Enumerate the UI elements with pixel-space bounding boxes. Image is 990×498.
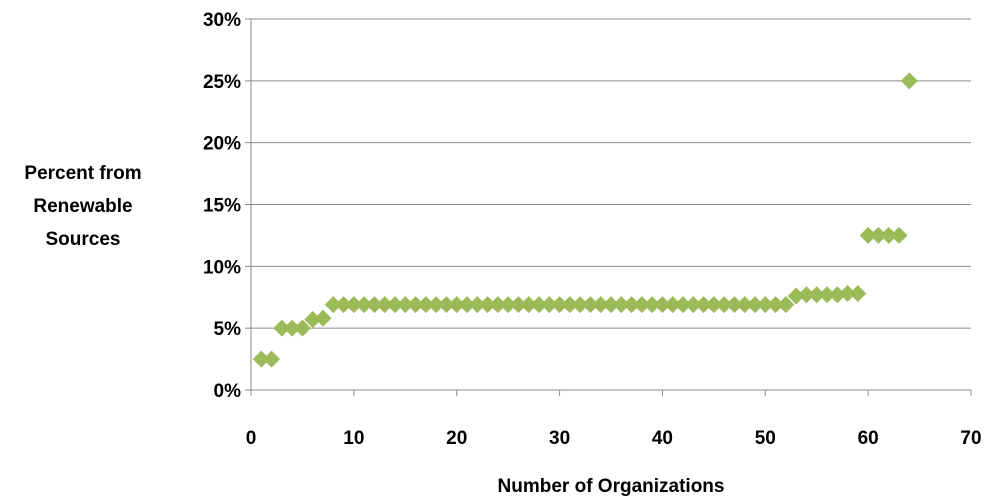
y-tick-labels: 0% 5% 10% 15% 20% 25% 30% — [203, 10, 241, 402]
data-point — [324, 296, 342, 314]
y-axis-title-line-2: Renewable — [33, 196, 132, 217]
data-point — [633, 296, 651, 314]
data-point — [705, 296, 723, 314]
data-point — [746, 296, 764, 314]
data-point — [808, 286, 826, 304]
y-tick-label: 10% — [203, 257, 241, 278]
data-point — [571, 296, 589, 314]
data-point — [335, 296, 353, 314]
data-point — [489, 296, 507, 314]
data-point — [828, 286, 846, 304]
data-point — [725, 296, 743, 314]
data-point — [653, 296, 671, 314]
data-point — [674, 296, 692, 314]
data-points — [252, 72, 918, 368]
data-point — [376, 296, 394, 314]
x-tick-label: 40 — [652, 428, 673, 449]
data-point — [283, 319, 301, 337]
data-point — [458, 296, 476, 314]
y-axis-title-line-1: Percent from — [24, 163, 141, 184]
data-point — [880, 226, 898, 244]
y-axis-title-line-3: Sources — [46, 229, 121, 250]
data-point — [581, 296, 599, 314]
data-point — [396, 296, 414, 314]
x-tick-label: 0 — [246, 428, 257, 449]
data-point — [695, 296, 713, 314]
y-tick-label: 30% — [203, 10, 241, 31]
data-point — [407, 296, 425, 314]
data-point — [818, 286, 836, 304]
data-point — [540, 296, 558, 314]
data-point — [427, 296, 445, 314]
y-tick-label: 15% — [203, 196, 241, 217]
data-point — [509, 296, 527, 314]
data-point — [684, 296, 702, 314]
data-point — [345, 296, 363, 314]
data-point — [520, 296, 538, 314]
data-point — [643, 296, 661, 314]
data-point — [561, 296, 579, 314]
data-point — [797, 286, 815, 304]
data-point — [592, 296, 610, 314]
y-tick-label: 5% — [214, 319, 242, 340]
y-tick-label: 20% — [203, 134, 241, 155]
x-axis-title: Number of Organizations — [498, 476, 725, 497]
data-point — [612, 296, 630, 314]
data-point — [530, 296, 548, 314]
data-point — [252, 350, 270, 368]
data-point — [273, 319, 291, 337]
data-point — [869, 226, 887, 244]
axes — [245, 18, 972, 396]
data-point — [365, 296, 383, 314]
data-point — [756, 296, 774, 314]
data-point — [664, 296, 682, 314]
x-tick-label: 60 — [858, 428, 879, 449]
data-point — [304, 311, 322, 329]
data-point — [736, 296, 754, 314]
data-point — [715, 296, 733, 314]
data-point — [623, 296, 641, 314]
data-point — [859, 226, 877, 244]
data-point — [386, 296, 404, 314]
data-point — [417, 296, 435, 314]
data-point — [263, 350, 281, 368]
x-tick-labels: 0 10 20 30 40 50 60 70 — [246, 428, 982, 449]
x-tick-label: 50 — [755, 428, 776, 449]
x-tick-label: 20 — [446, 428, 467, 449]
data-point — [602, 296, 620, 314]
data-point — [448, 296, 466, 314]
data-point — [849, 285, 867, 303]
data-point — [355, 296, 373, 314]
y-tick-label: 0% — [214, 381, 242, 402]
data-point — [468, 296, 486, 314]
data-point — [890, 226, 908, 244]
y-tick-label: 25% — [203, 72, 241, 93]
data-point — [499, 296, 517, 314]
data-point — [767, 296, 785, 314]
data-point — [479, 296, 497, 314]
data-point — [437, 296, 455, 314]
data-point — [777, 296, 795, 314]
x-tick-label: 30 — [549, 428, 570, 449]
data-point — [551, 296, 569, 314]
data-point — [900, 72, 918, 90]
gridlines — [251, 18, 971, 329]
data-point — [293, 319, 311, 337]
data-point — [839, 285, 857, 303]
x-tick-label: 70 — [960, 428, 981, 449]
data-point — [787, 287, 805, 305]
x-tick-label: 10 — [343, 428, 364, 449]
data-point — [314, 309, 332, 327]
